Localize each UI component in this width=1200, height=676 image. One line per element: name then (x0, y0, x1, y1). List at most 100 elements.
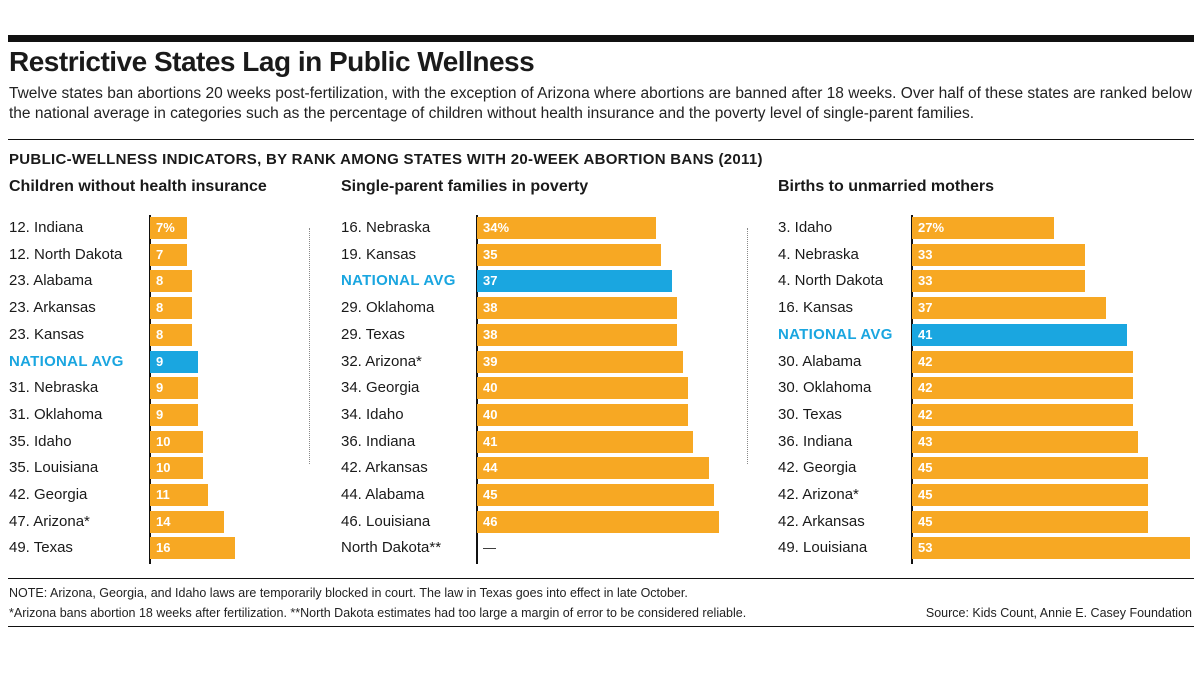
bar (912, 270, 1085, 293)
source-note: Source: Kids Count, Annie E. Casey Found… (925, 606, 1192, 620)
bar (150, 243, 187, 266)
bar (912, 217, 1054, 239)
state-label: 49. Louisiana (778, 539, 868, 557)
bar (150, 377, 198, 400)
state-label: 42. Arkansas (778, 512, 865, 530)
bar (150, 484, 208, 506)
bar (477, 217, 656, 239)
state-label: North Dakota** (341, 539, 442, 557)
bar-value-label: 27% (918, 220, 945, 235)
bar (912, 430, 1138, 453)
bar-value-label: 46 (483, 513, 498, 529)
bar-value-label: 38 (483, 326, 498, 342)
state-label: 36. Indiana (778, 432, 853, 450)
bar-value-label: 33 (918, 246, 933, 262)
bar-value-label: 53 (918, 540, 933, 556)
bar (912, 297, 1106, 320)
national-avg-label: NATIONAL AVG (341, 272, 456, 290)
bar-value-label: 34% (483, 220, 510, 235)
bar-value-label: 42 (918, 353, 933, 369)
bar-value-label: 33 (918, 273, 933, 289)
state-label: 42. Arkansas (341, 459, 428, 477)
bar-value-label: 45 (918, 460, 933, 476)
bar-value-label: 16 (156, 540, 171, 556)
national-avg-label: NATIONAL AVG (778, 325, 893, 343)
bar-value-label: 10 (156, 460, 171, 476)
state-label: 16. Nebraska (341, 219, 431, 236)
national-avg-label: NATIONAL AVG (9, 352, 124, 370)
bar-value-label: 14 (156, 513, 171, 529)
bar-value-label: 43 (918, 433, 933, 449)
panel-divider (309, 228, 310, 464)
bar-value-label: 7 (156, 246, 164, 262)
state-label: 4. North Dakota (778, 272, 884, 290)
bar-value-label: 8 (156, 300, 164, 316)
bar (150, 430, 203, 453)
state-label: 30. Texas (778, 405, 842, 423)
bar-value-label: 9 (156, 380, 164, 396)
state-label: 42. Georgia (778, 459, 857, 477)
state-label: 44. Alabama (341, 486, 425, 503)
state-label: 12. North Dakota (9, 245, 123, 263)
bar-value-label: — (483, 540, 496, 556)
bar-value-label: 40 (483, 406, 498, 422)
state-label: 35. Louisiana (9, 459, 99, 477)
footer-rule (8, 578, 1194, 579)
state-label: 29. Oklahoma (341, 299, 435, 317)
panel-title: Births to unmarried mothers (778, 178, 995, 195)
bar (912, 484, 1148, 506)
national-avg-bar (150, 350, 198, 373)
state-label: 23. Kansas (9, 325, 85, 343)
state-label: 46. Louisiana (341, 512, 431, 530)
state-label: 42. Georgia (9, 486, 88, 503)
state-label: 4. Nebraska (778, 245, 859, 263)
state-label: 23. Arkansas (9, 299, 96, 317)
state-label: 34. Georgia (341, 379, 420, 397)
bar (150, 323, 192, 346)
bar-value-label: 38 (483, 300, 498, 316)
bar-value-label: 7% (156, 220, 175, 235)
bar (912, 403, 1133, 426)
state-label: 49. Texas (9, 539, 73, 557)
bar (912, 537, 1190, 560)
panel-title: Children without health insurance (9, 178, 267, 195)
bar-value-label: 40 (483, 380, 498, 396)
bar (150, 510, 224, 533)
bar-value-label: 8 (156, 326, 164, 342)
state-label: 12. Indiana (9, 219, 84, 236)
state-label: 3. Idaho (778, 219, 833, 236)
bar (477, 243, 661, 266)
state-label: 47. Arizona* (9, 512, 90, 530)
state-label: 30. Oklahoma (778, 379, 872, 397)
bar-value-label: 35 (483, 246, 498, 262)
state-label: 31. Nebraska (9, 379, 99, 397)
bar (477, 457, 709, 480)
bar (912, 510, 1148, 533)
panel-children-uninsured: Children without health insurance 12. In… (9, 178, 309, 568)
note-line-2: *Arizona bans abortion 18 weeks after fe… (9, 606, 747, 620)
bar (477, 350, 683, 373)
bar-value-label: 11 (156, 487, 170, 502)
bar-value-label: 41 (483, 433, 498, 449)
bar (912, 377, 1133, 400)
state-label: 32. Arizona* (341, 352, 422, 370)
bar (150, 217, 187, 239)
top-rule (8, 35, 1194, 42)
bar-value-label: 9 (156, 406, 164, 422)
bar (150, 270, 192, 293)
state-label: 30. Alabama (778, 352, 862, 370)
bar (150, 297, 192, 320)
bar-value-label: 44 (483, 460, 498, 476)
bar (477, 403, 688, 426)
bar (912, 350, 1133, 373)
state-label: 31. Oklahoma (9, 405, 103, 423)
panel-title: Single-parent families in poverty (341, 178, 589, 195)
chart-subtitle: Twelve states ban abortions 20 weeks pos… (9, 85, 1192, 122)
bar-value-label: 8 (156, 273, 164, 289)
bar-value-label: 9 (156, 353, 164, 369)
bar-value-label: 45 (918, 513, 933, 529)
section-rule (8, 139, 1194, 140)
bar (150, 403, 198, 426)
bar (477, 377, 688, 400)
bar-value-label: 10 (156, 433, 171, 449)
